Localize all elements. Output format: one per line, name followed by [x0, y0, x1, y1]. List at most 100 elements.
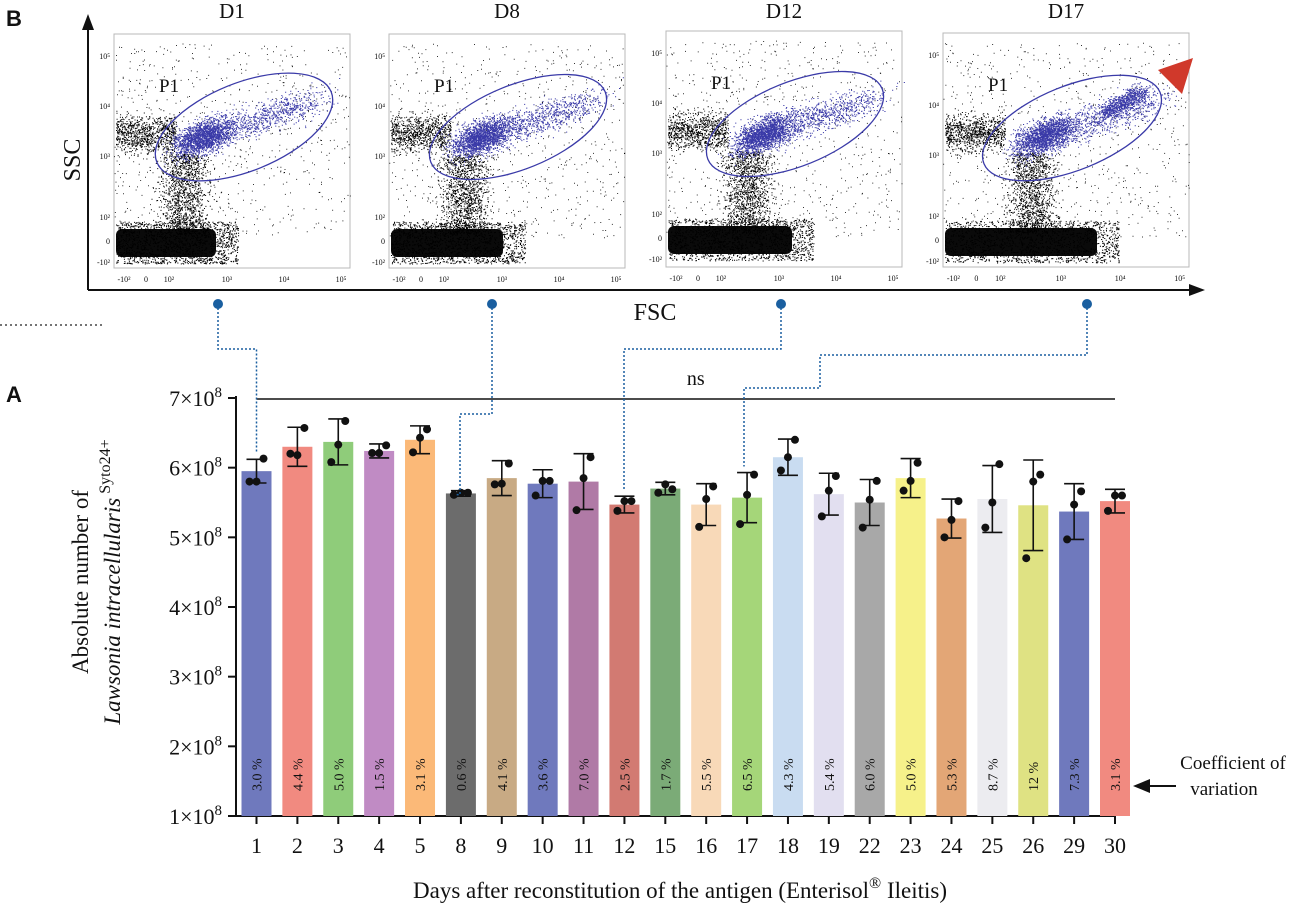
bar-day-11 [568, 481, 599, 816]
x-tick-label: 23 [900, 833, 922, 858]
data-point [334, 440, 343, 449]
link-d17 [743, 304, 1088, 467]
data-point [783, 453, 792, 462]
gate-p1-ellipse [154, 72, 334, 182]
plot-x-tick: 10⁴ [1115, 274, 1126, 283]
debris-population [114, 43, 351, 265]
plot-x-tick: 10² [164, 275, 175, 284]
plot-y-tick: 10⁵ [99, 52, 110, 61]
bar-day-12 [609, 504, 640, 816]
gated-population [1002, 73, 1177, 168]
bar-day-29 [1059, 511, 1090, 816]
data-point [572, 506, 581, 515]
plot-x-tick: 10³ [774, 274, 785, 283]
x-tick-label: 18 [777, 833, 799, 858]
data-point [668, 485, 677, 494]
data-point [1036, 470, 1045, 479]
cv-label: 3.6 % [537, 758, 552, 791]
data-point [416, 433, 425, 442]
fsc-axis-title: FSC [634, 300, 677, 326]
x-tick-label: 16 [695, 833, 717, 858]
bar-day-9 [486, 478, 517, 816]
plot-title: D12 [766, 0, 802, 23]
significance-label: ns [687, 368, 705, 390]
bar-day-2 [282, 446, 313, 816]
x-tick-label: 1 [251, 833, 262, 858]
bar-day-25 [977, 499, 1008, 816]
data-point [286, 449, 295, 458]
data-point [1111, 491, 1119, 500]
link-dot-d17 [1082, 299, 1092, 309]
bar-day-1 [241, 471, 272, 816]
data-point [654, 488, 663, 497]
bar-day-5 [405, 439, 436, 816]
data-point [586, 453, 595, 462]
plot-y-tick: 0 [106, 237, 110, 246]
data-point [449, 490, 458, 499]
flow-plot-d12: D12 10⁵ 10⁴ 10³ 10² 0 -10² -10² 0 10² 10³ 10⁴ 10⁵ P1 [649, 0, 905, 283]
plot-x-tick: 10⁵ [1174, 274, 1185, 283]
x-tick-label: 9 [496, 833, 507, 858]
panel-a: A Absolute number of Lawsonia intracellu… [6, 368, 1287, 903]
events-scatter [943, 42, 1190, 264]
data-point [988, 498, 997, 507]
gated-population [161, 78, 341, 171]
bar-chart: 1×108 2×108 3×108 4×108 5×108 6×108 7×108 1 3.0 … [169, 368, 1130, 858]
plot-y-tick: 10³ [929, 151, 940, 160]
svg-text:Absolute number of: Absolute number of [68, 490, 93, 674]
x-axis-title: Days after reconstitution of the antigen… [413, 875, 947, 903]
x-axis-title-tail: Ileitis) [881, 878, 947, 903]
bar-day-8 [445, 493, 476, 816]
plot-y-tick: 10⁵ [928, 51, 939, 60]
fsc-axis-arrow-icon [1189, 284, 1205, 296]
data-point [817, 512, 826, 521]
data-point [375, 449, 384, 458]
cv-label: 4.1 % [496, 758, 511, 791]
data-point [497, 479, 506, 488]
plot-x-tick: 10² [716, 274, 727, 283]
x-tick-label: 3 [333, 833, 344, 858]
data-point [293, 451, 302, 460]
gated-population [440, 77, 624, 170]
flow-plot-d8: D8 10⁵ 10⁴ 10³ 10² 0 -10² -10² 0 10² 10³ 10⁴ 10⁵ P1 [372, 0, 626, 284]
data-point [1022, 554, 1031, 563]
plot-y-tick: 0 [658, 234, 662, 243]
debris-population [666, 40, 903, 262]
plot-title: D8 [494, 0, 520, 23]
plot-x-tick: 0 [974, 274, 978, 283]
link-dot-d12 [776, 299, 786, 309]
flow-plot-d1: D1 10⁵ 10⁴ 10³ 10² 0 -10² -10² 0 10² 10³ 10⁴ 10⁵ P1 [97, 0, 351, 284]
gate-label: P1 [988, 75, 1008, 96]
x-tick-label: 2 [292, 833, 303, 858]
cv-label: 1.5 % [373, 758, 388, 791]
x-tick-label: 24 [940, 833, 962, 858]
data-point [245, 477, 254, 486]
plot-y-tick: 10³ [375, 152, 386, 161]
plot-x-tick: 10⁵ [336, 275, 347, 284]
data-point [831, 472, 840, 481]
data-point [913, 458, 922, 467]
gate-label: P1 [159, 76, 179, 97]
data-point [750, 470, 759, 479]
plot-y-tick: 10⁴ [374, 102, 385, 111]
plot-x-tick: 0 [696, 274, 700, 283]
data-point [947, 515, 956, 524]
x-tick-label: 25 [981, 833, 1003, 858]
data-point [872, 476, 881, 485]
data-point [1029, 477, 1038, 486]
cv-label: 5.0 % [905, 758, 920, 791]
plot-y-tick: 10² [652, 210, 663, 219]
plot-title: D1 [219, 0, 245, 23]
data-point [620, 497, 629, 506]
x-tick-label: 10 [532, 833, 554, 858]
data-point [456, 488, 465, 497]
bar-day-3 [323, 441, 354, 816]
data-point [702, 495, 711, 504]
cv-label: 7.0 % [578, 758, 593, 791]
bar-day-15 [650, 488, 681, 816]
cv-label: 5.5 % [700, 758, 715, 791]
cv-label: 1.7 % [659, 758, 674, 791]
debris-population [389, 43, 626, 265]
cv-label: 3.0 % [251, 758, 266, 791]
bar-day-17 [732, 497, 763, 816]
